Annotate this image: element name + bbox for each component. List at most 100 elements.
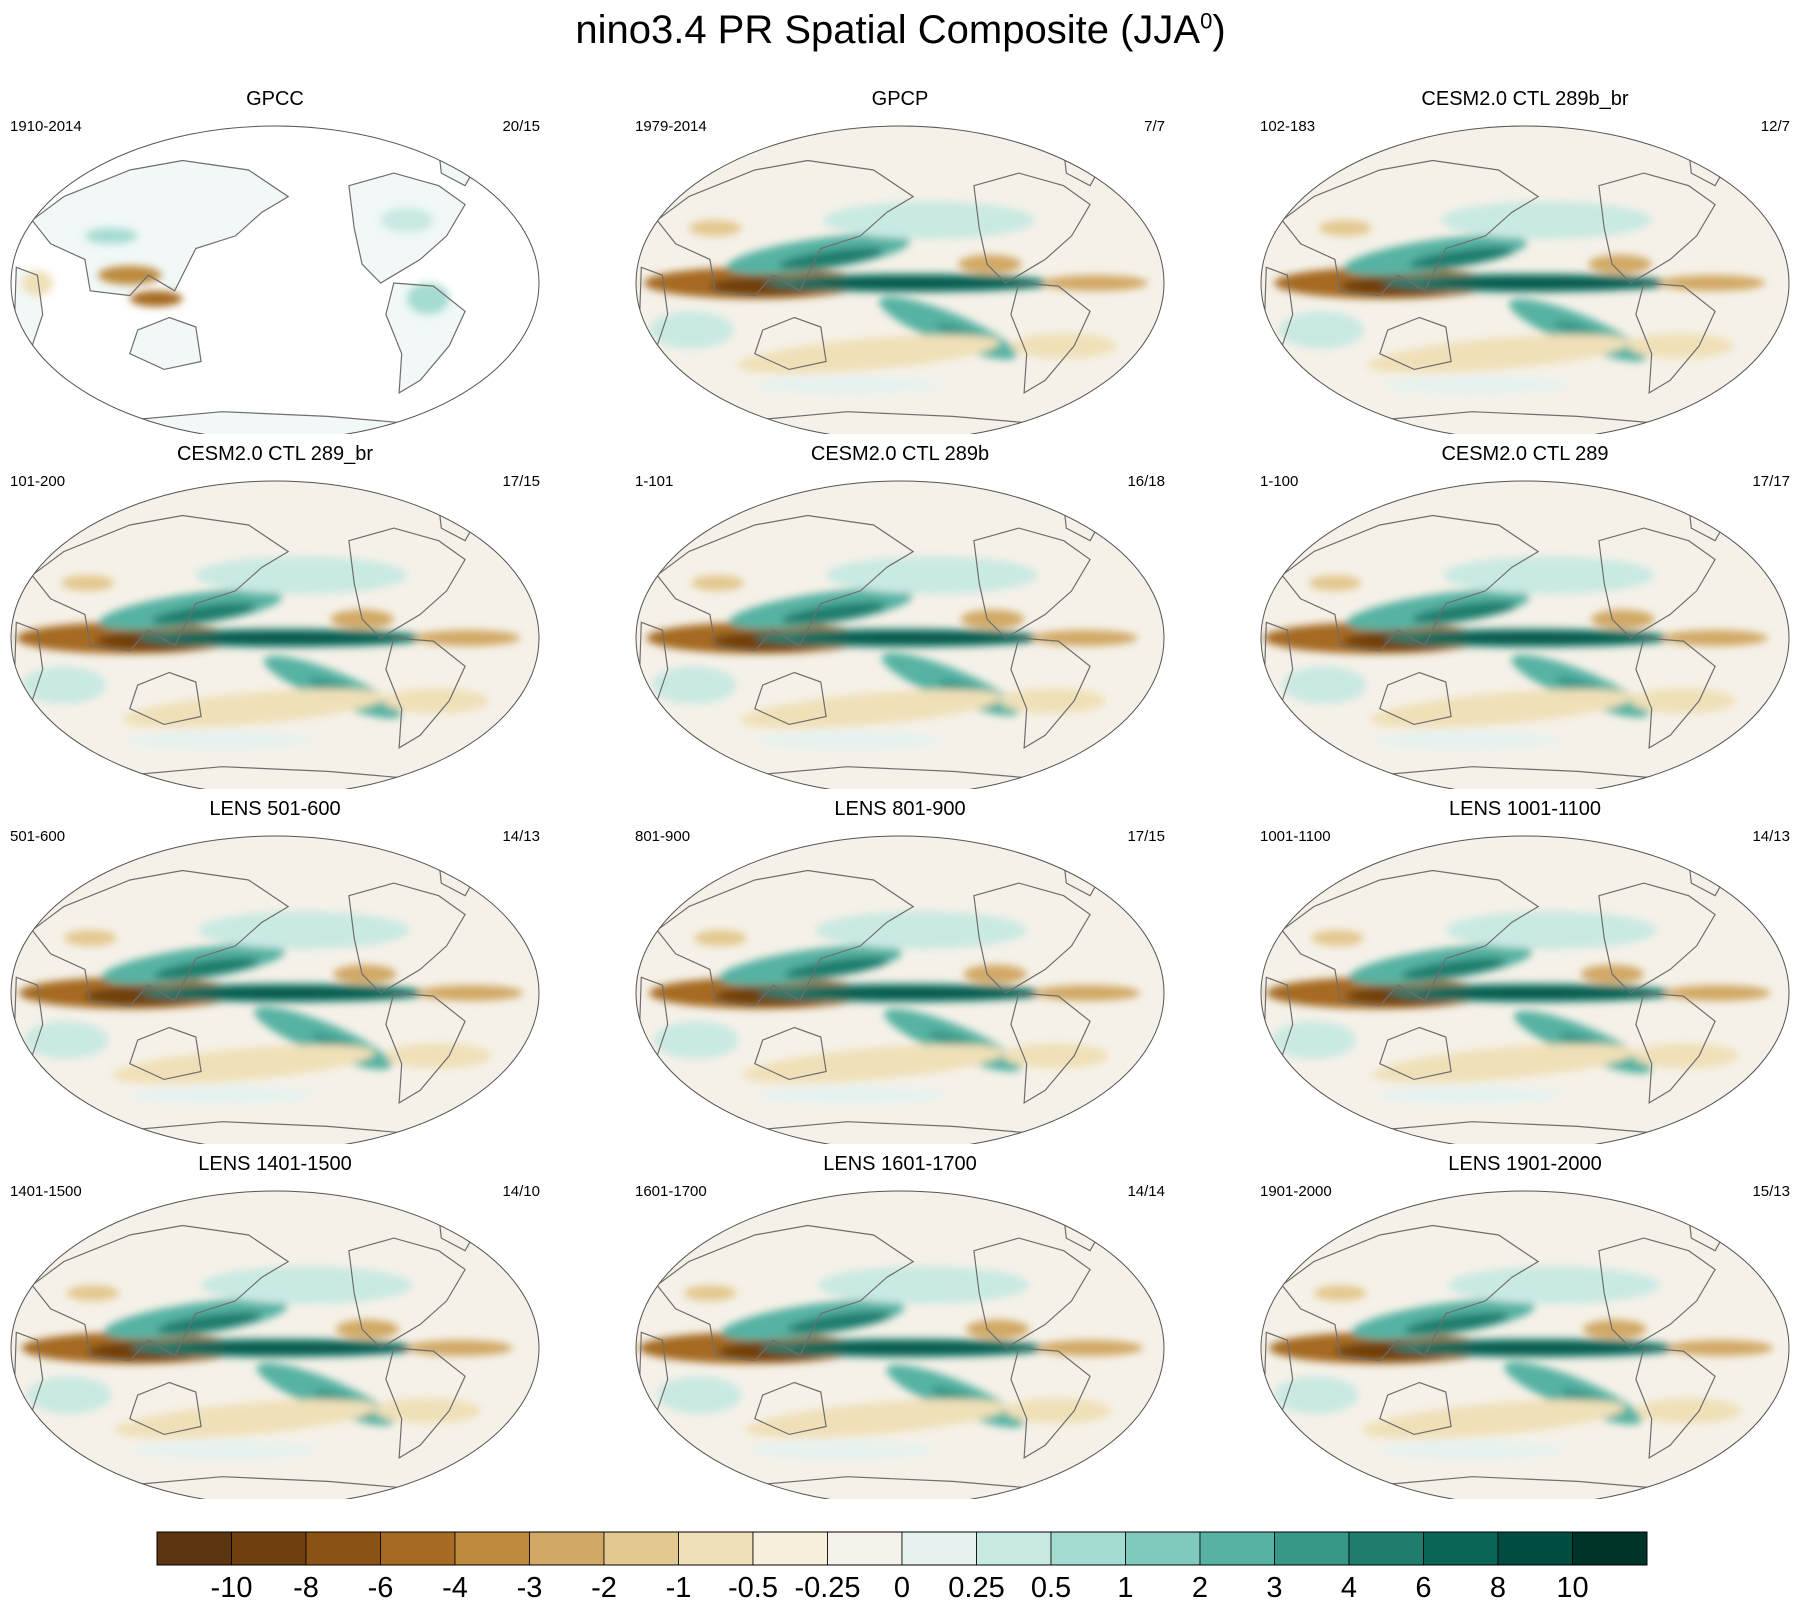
- anomaly-patch: [789, 1344, 1027, 1352]
- anomaly-patch: [1662, 630, 1768, 646]
- coastline-north-america: [973, 527, 1091, 639]
- anomaly-patch: [794, 279, 1032, 287]
- anomaly-patch: [1409, 246, 1514, 269]
- panel-title: CESM2.0 CTL 289_br: [176, 443, 373, 465]
- colorbar-swatch: [1497, 1531, 1573, 1566]
- anomaly-patch: [1311, 930, 1364, 946]
- panel-period: 1601-1700: [635, 1183, 707, 1200]
- anomaly-patch: [129, 290, 183, 307]
- anomaly-patch: [784, 956, 889, 979]
- panel-period: 1979-2014: [635, 118, 707, 135]
- map-canvas: [1260, 1190, 1790, 1499]
- colorbar-swatch: [380, 1531, 456, 1566]
- coastline-north-america: [348, 172, 466, 284]
- anomaly-patch: [1664, 985, 1771, 1001]
- panel-period: 1-100: [1260, 473, 1299, 490]
- anomaly-patch: [26, 1376, 112, 1414]
- coastline-south-america: [1635, 637, 1716, 750]
- map-canvas: [10, 125, 540, 434]
- panel-title: LENS 1601-1700: [823, 1153, 977, 1175]
- map-canvas: [635, 125, 1165, 434]
- panel-title: CESM2.0 CTL 289: [1441, 443, 1609, 465]
- land-shade-eurasia: [32, 160, 289, 296]
- anomaly-patch: [757, 730, 943, 750]
- anomaly-patch: [1635, 1398, 1742, 1424]
- map-panel: LENS 801-900 801-900 17/15: [635, 798, 1180, 1154]
- anomaly-patch: [1274, 1376, 1359, 1414]
- anomaly-patch: [779, 247, 884, 269]
- colorbar-swatch: [1423, 1531, 1499, 1566]
- anomaly-patch: [127, 730, 312, 750]
- colorbar-swatch: [529, 1531, 605, 1566]
- anomaly-patch: [333, 964, 397, 984]
- coastline-north-america: [973, 1237, 1091, 1349]
- colorbar-swatch: [1050, 1531, 1126, 1566]
- anomaly-patch: [815, 911, 1027, 949]
- map-border: [1260, 480, 1790, 789]
- anomaly-patch: [754, 375, 940, 395]
- anomaly-patch: [744, 1399, 1008, 1438]
- anomaly-patch: [826, 556, 1038, 594]
- anomaly-patch: [114, 1399, 378, 1439]
- coastline-eurasia: [31, 514, 290, 652]
- land-shade-antarctica: [116, 411, 421, 434]
- coastline-australia: [129, 1026, 202, 1081]
- anomaly-patch: [823, 201, 1035, 239]
- panel-title: LENS 1901-2000: [1448, 1153, 1602, 1175]
- colorbar-tick-label: 3: [1266, 1572, 1282, 1604]
- panel-counts: 17/15: [502, 473, 540, 490]
- map-canvas: [1260, 125, 1790, 434]
- colorbar-tick-label: 0.5: [1031, 1572, 1071, 1604]
- coastline-north-america: [973, 172, 1091, 284]
- coastline-australia: [754, 1381, 827, 1436]
- map-field: [1261, 481, 1789, 789]
- anomaly-patch: [122, 688, 386, 728]
- colorbar-tick-label: 1: [1117, 1572, 1133, 1604]
- coastline-south-america: [1635, 1347, 1716, 1460]
- map-panel: CESM2.0 CTL 289 1-100 17/17: [1260, 443, 1801, 799]
- colorbar-tick-label: 6: [1415, 1572, 1431, 1604]
- map-panel: GPCP 1979-2014 7/7: [635, 88, 1180, 444]
- coastline-north-america: [348, 882, 466, 994]
- coastline-eurasia: [1281, 159, 1540, 297]
- anomaly-patch: [960, 609, 1025, 629]
- map-panel: CESM2.0 CTL 289b_br 102-183 12/7: [1260, 88, 1801, 444]
- anomaly-patch: [1379, 1440, 1565, 1460]
- map-field: [636, 126, 1164, 434]
- coastline-north-america: [973, 882, 1091, 994]
- anomaly-patch: [1411, 601, 1517, 623]
- panel-period: 101-200: [10, 473, 66, 490]
- map-canvas: [635, 835, 1165, 1144]
- coastline-north-america: [348, 527, 466, 639]
- anomaly-patch: [694, 930, 747, 946]
- panel-counts: 14/14: [1127, 1183, 1165, 1200]
- anomaly-patch: [66, 1285, 120, 1301]
- anomaly-patch: [1319, 220, 1372, 236]
- map-field: [11, 1191, 539, 1499]
- anomaly-patch: [1591, 609, 1655, 629]
- map-canvas: [10, 1190, 540, 1499]
- map-canvas: [635, 480, 1165, 789]
- colorbar-swatch: [1274, 1531, 1350, 1566]
- anomaly-patch: [1588, 254, 1652, 274]
- anomaly-patch: [1424, 279, 1663, 287]
- anomaly-patch: [958, 254, 1022, 274]
- panel-period: 801-900: [635, 828, 691, 845]
- map-border: [635, 1190, 1165, 1499]
- map-field: [11, 126, 539, 434]
- anomaly-patch: [797, 634, 1035, 642]
- panel-period: 1001-1100: [1260, 828, 1331, 845]
- anomaly-patch: [1005, 1398, 1112, 1424]
- map-canvas: [1260, 480, 1790, 789]
- anomaly-patch: [1042, 275, 1149, 291]
- colorbar-tick-label: -8: [293, 1572, 319, 1604]
- panel-counts: 17/17: [1752, 473, 1790, 490]
- anomaly-patch: [1385, 375, 1570, 395]
- coastline-eurasia: [1281, 1224, 1540, 1362]
- anomaly-patch: [380, 207, 434, 233]
- anomaly-patch: [201, 1266, 413, 1304]
- coastline-south-america: [1010, 282, 1091, 395]
- anomaly-patch: [407, 1340, 513, 1356]
- anomaly-patch: [1003, 1043, 1109, 1069]
- panel-counts: 14/13: [1752, 828, 1790, 845]
